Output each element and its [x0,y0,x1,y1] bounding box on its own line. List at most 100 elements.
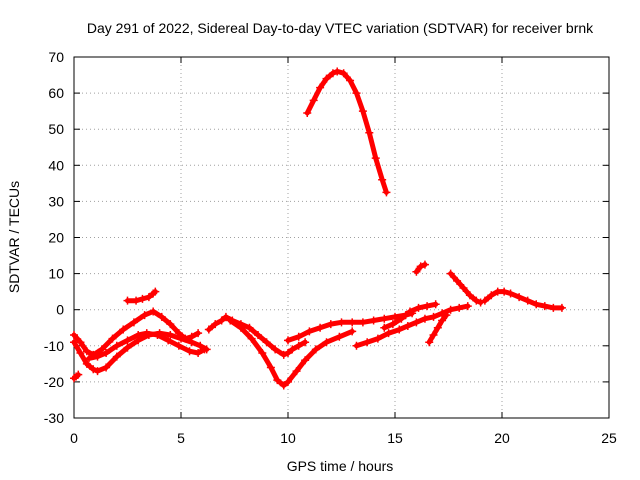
data-point [532,300,541,309]
data-point [472,296,481,305]
y-tick-label: 10 [48,266,64,282]
x-tick-label: 20 [494,430,510,446]
data-point [294,332,303,341]
data-point [140,311,149,320]
data-point [358,107,367,116]
data-point [70,330,78,339]
chart-title: Day 291 of 2022, Sidereal Day-to-day VTE… [87,20,594,36]
data-point [412,267,421,276]
data-point [129,318,138,327]
data-point [309,96,318,105]
data-point [217,316,226,325]
data-point [403,321,412,330]
x-tick-label: 15 [387,430,403,446]
y-tick-label: -20 [44,374,64,390]
data-point [84,354,93,363]
data-point [459,284,468,293]
data-point [328,69,337,78]
data-point [157,312,166,321]
y-tick-label: 40 [48,157,64,173]
data-point [431,300,440,309]
data-point [74,370,83,379]
data-point [271,345,280,354]
data-point [348,327,357,336]
data-point [284,336,292,345]
data-point [463,302,472,311]
y-tick-label: 70 [48,49,64,65]
series-arc-5 [70,370,83,383]
data-point [112,341,121,350]
data-point [500,287,509,296]
data-point [557,303,566,312]
data-point [429,312,438,321]
axis-ticks [73,56,610,419]
data-point [262,338,271,347]
data-point [405,307,414,316]
data-point [236,323,245,332]
x-tick-label: 5 [177,430,185,446]
data-point [123,336,132,345]
y-tick-label: 0 [56,302,64,318]
data-point [200,345,209,354]
data-point [326,320,335,329]
series-arc-1 [70,307,203,359]
data-point [414,303,423,312]
data-point [301,338,310,347]
data-point [420,260,429,269]
data-point [523,296,532,305]
x-axis-label: GPS time / hours [287,458,394,474]
y-tick-label: -10 [44,338,64,354]
data-point [322,338,331,347]
data-point [371,154,380,163]
y-tick-label: 60 [48,85,64,101]
data-point [423,302,432,311]
data-point [93,352,102,361]
data-point [395,325,404,334]
data-point [108,334,117,343]
series-line [304,68,389,195]
x-tick-label: 10 [280,430,296,446]
y-axis-label: SDTVAR / TECUs [6,181,22,293]
series-arc-6 [204,312,310,359]
data-point [378,175,387,184]
data-point [89,365,98,374]
data-point [438,316,447,325]
series-line [71,330,210,374]
data-point [254,330,263,339]
data-point [194,329,203,338]
data-point [420,314,429,323]
data-point [112,352,121,361]
data-point [185,347,194,356]
data-point [412,318,421,327]
data-point [339,69,348,78]
x-tick-label: 25 [601,430,617,446]
data-point [82,359,91,368]
y-tick-label: 30 [48,193,64,209]
data-point [288,345,297,354]
data-point [177,334,185,343]
data-series [70,67,566,390]
data-point [166,320,175,329]
data-point [119,325,128,334]
data-point [301,356,310,365]
data-point [316,83,325,92]
data-point [102,349,111,358]
data-point [322,74,331,83]
data-point [384,329,393,338]
series-arc-14 [446,269,485,307]
data-point [284,377,292,386]
data-point [294,341,303,350]
data-point [123,296,132,305]
data-point [196,341,205,350]
data-point [446,305,455,314]
data-point [369,316,378,325]
data-point [348,318,357,327]
x-tick-label: 0 [70,430,78,446]
data-point [151,287,160,296]
data-point [266,363,275,372]
data-point [93,367,102,376]
data-point [194,349,203,358]
data-point [221,312,230,321]
data-point [142,329,151,338]
data-point [397,314,406,323]
